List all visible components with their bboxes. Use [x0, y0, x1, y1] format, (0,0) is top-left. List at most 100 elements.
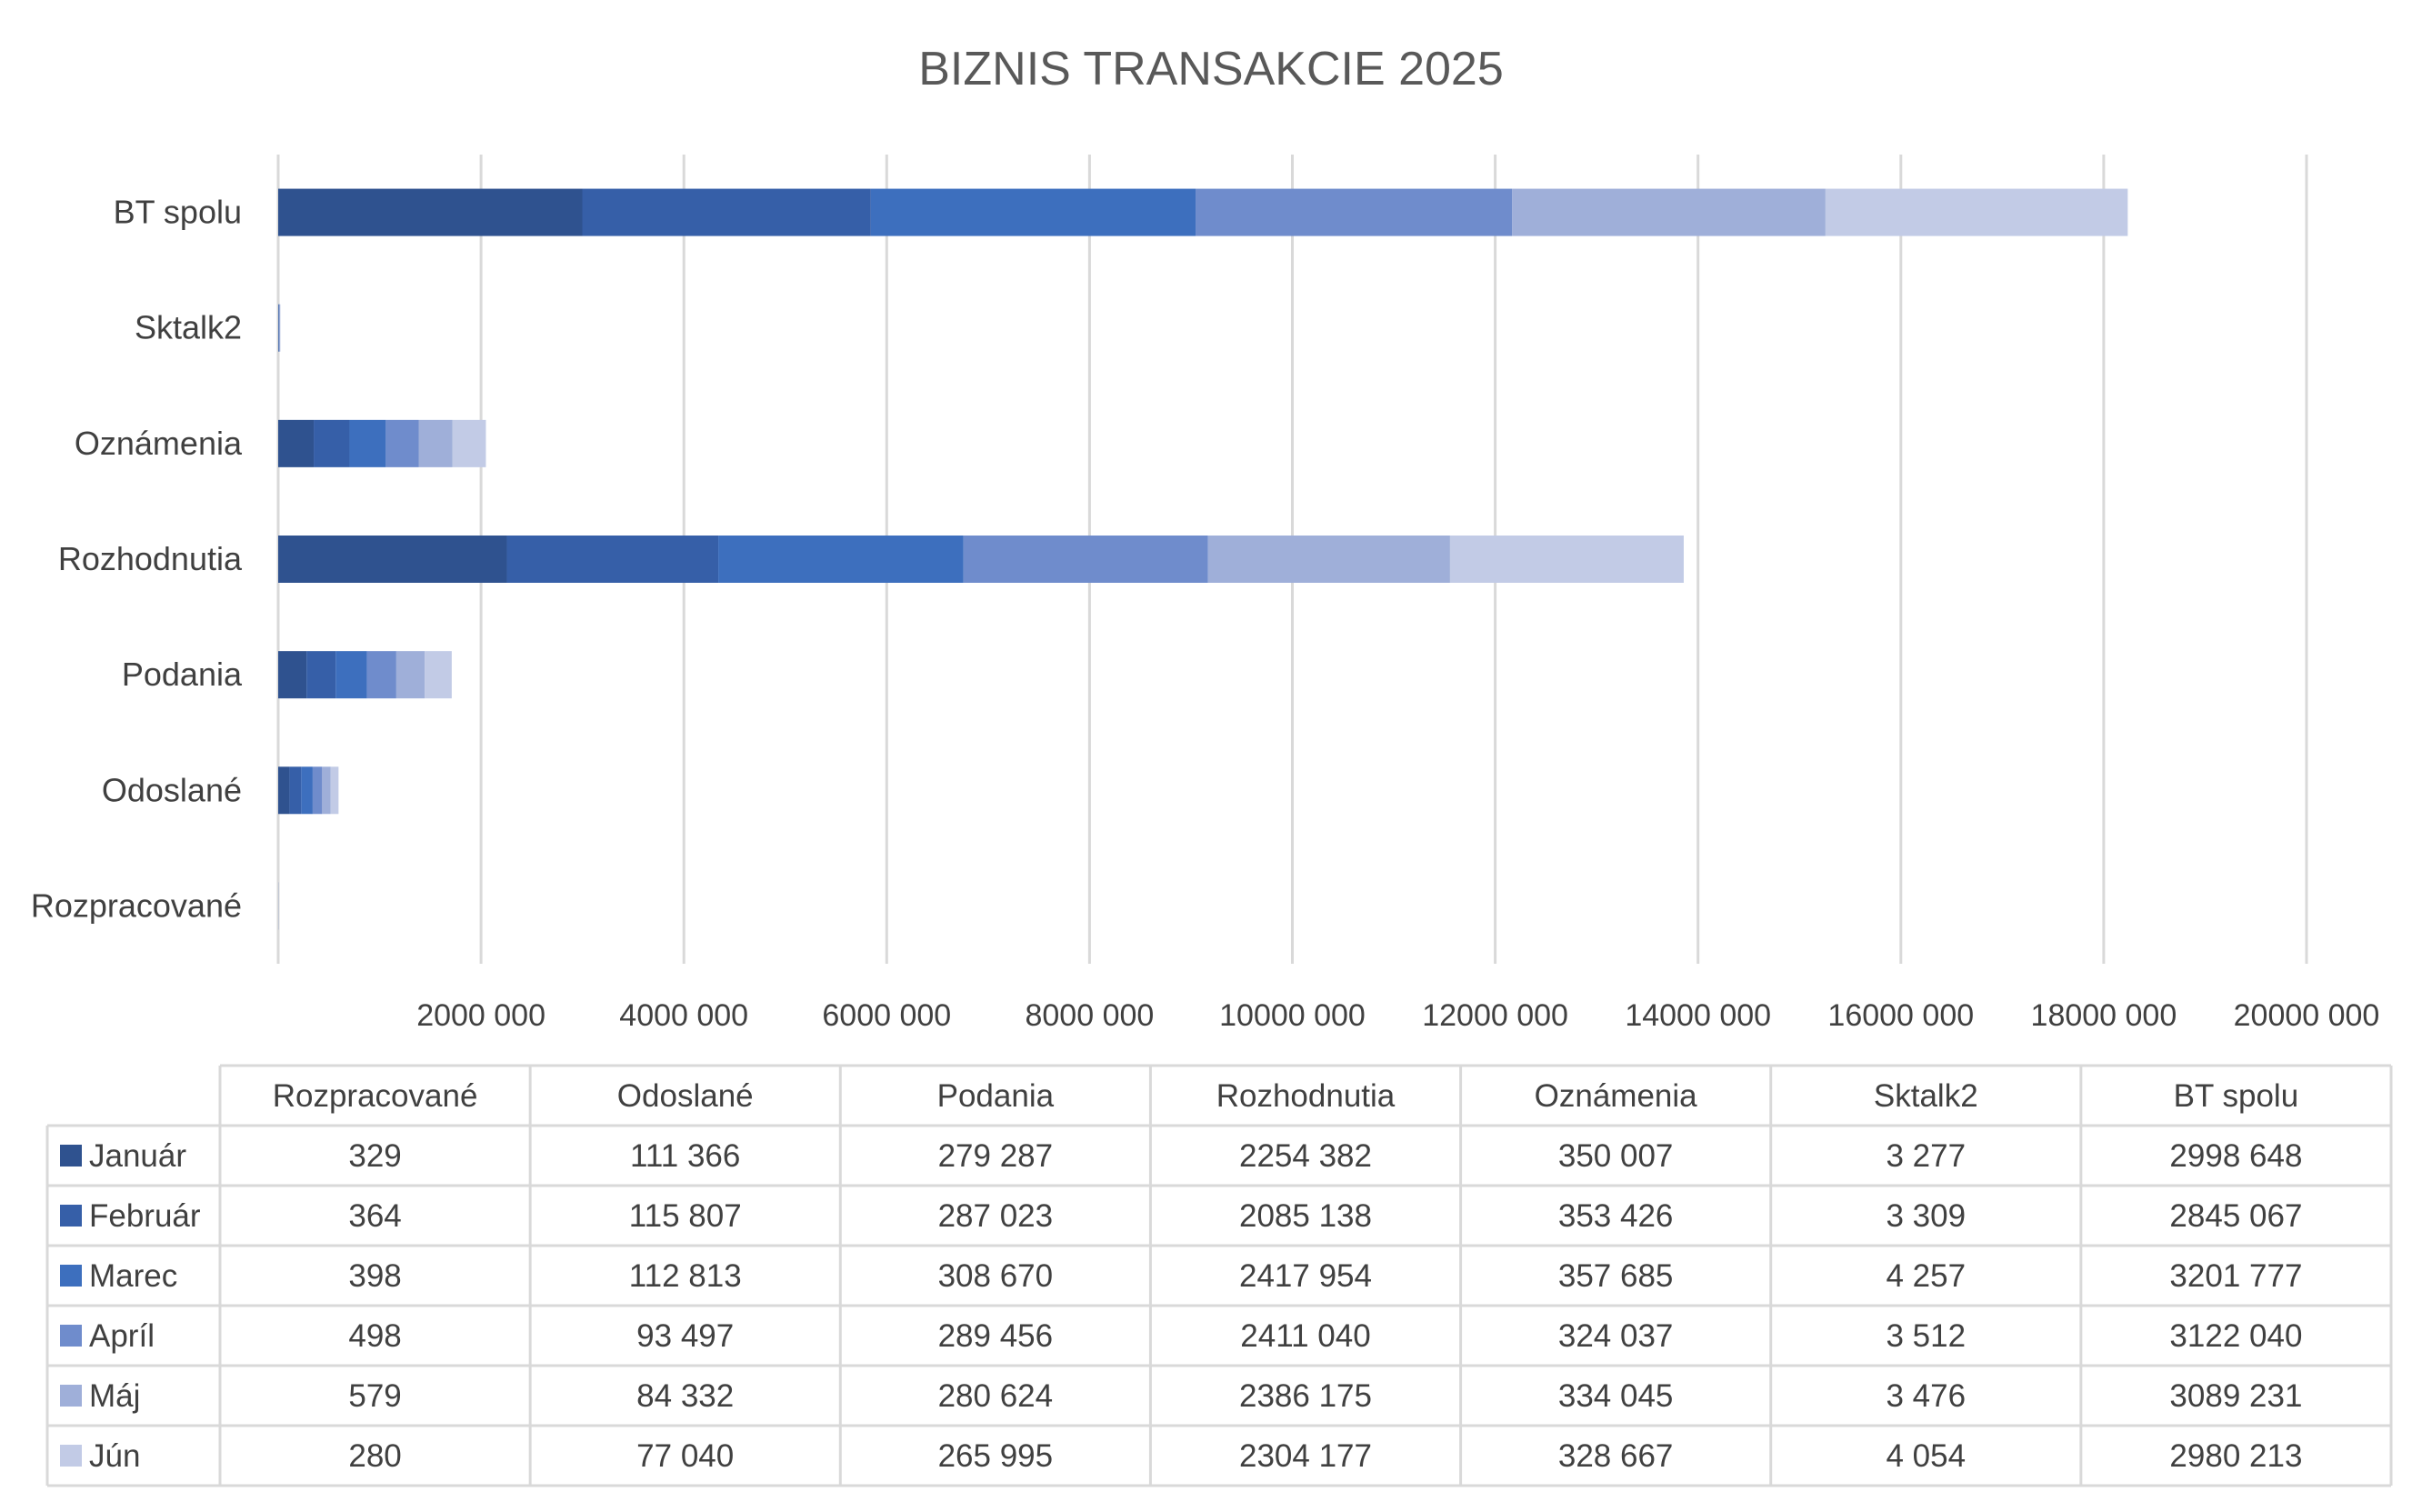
legend-key — [60, 1445, 82, 1467]
bar-odoslane-april — [312, 766, 323, 815]
bar-podania-maj — [395, 651, 425, 699]
table-cell: 498 — [348, 1318, 401, 1354]
bar-rozhodnutia-maj — [1207, 536, 1450, 583]
table-header-cell: Rozpracované — [273, 1078, 478, 1114]
table-cell: 3 476 — [1886, 1378, 1966, 1414]
category-label: BT spolu — [114, 194, 242, 231]
bar-podania-jun — [425, 651, 452, 699]
bar-odoslane-februar — [289, 766, 302, 815]
category-axis: Rozpracované Odoslané Podania Rozhodnutia Oz… — [31, 194, 243, 925]
x-tick-label: 4000 000 — [619, 998, 748, 1033]
table-header-cell: Odoslané — [617, 1078, 754, 1114]
x-tick-label: 16000 000 — [1827, 998, 1974, 1033]
x-tick-label: 6000 000 — [822, 998, 951, 1033]
table-cell: 308 670 — [938, 1258, 1054, 1294]
category-label: Podania — [122, 656, 243, 693]
bar-odoslane-marec — [301, 766, 313, 815]
table-cell: 2845 067 — [2169, 1198, 2302, 1234]
bar-podania-marec — [335, 651, 367, 699]
table-cell: 2411 040 — [1240, 1318, 1370, 1354]
table-cell: 2085 138 — [1239, 1198, 1372, 1234]
bar-podania-februar — [306, 651, 336, 699]
bar-podania-januar — [278, 651, 307, 699]
table-cell: 77 040 — [636, 1438, 734, 1474]
table-cell: 111 366 — [630, 1138, 740, 1174]
bar-oznamenia-maj — [418, 419, 453, 467]
bar-oznamenia-april — [385, 419, 419, 467]
x-tick-label: 14000 000 — [1625, 998, 1771, 1033]
table-cell: 357 685 — [1558, 1258, 1674, 1294]
bar-bt-spolu-jun — [1825, 188, 2128, 236]
bar-rozhodnutia-jun — [1449, 536, 1684, 583]
series-label: Január — [89, 1138, 186, 1174]
table-cell: 3 309 — [1886, 1198, 1966, 1234]
table-cell: 3 512 — [1886, 1318, 1966, 1354]
bar-odoslane-maj — [322, 766, 331, 815]
bar-bt-spolu-januar — [278, 188, 583, 236]
table-cell: 398 — [348, 1258, 401, 1294]
bar-bt-spolu-marec — [870, 188, 1196, 236]
table-cell: 328 667 — [1558, 1438, 1674, 1474]
bar-oznamenia-marec — [349, 419, 386, 467]
x-tick-label: 2000 000 — [416, 998, 545, 1033]
x-tick-label: 12000 000 — [1422, 998, 1568, 1033]
table-cell: 289 456 — [938, 1318, 1054, 1354]
table-cell: 280 624 — [938, 1378, 1054, 1414]
x-tick-label: 10000 000 — [1219, 998, 1366, 1033]
bar-bt-spolu-april — [1196, 188, 1513, 236]
bar-rozhodnutia-april — [963, 536, 1208, 583]
series-label: Február — [89, 1198, 201, 1234]
table-cell: 2998 648 — [2169, 1138, 2302, 1174]
category-label: Oznámenia — [75, 425, 243, 462]
table-cell: 329 — [348, 1138, 401, 1174]
table-cell: 265 995 — [938, 1438, 1054, 1474]
table-cell: 364 — [348, 1198, 401, 1234]
x-tick-label: 20000 000 — [2234, 998, 2380, 1033]
table-cell: 3089 231 — [2169, 1378, 2302, 1414]
category-label: Rozhodnutia — [58, 540, 243, 577]
table-cell: 324 037 — [1558, 1318, 1674, 1354]
table-cell: 3201 777 — [2169, 1258, 2302, 1294]
category-label: Odoslané — [102, 771, 242, 808]
series-label: Máj — [89, 1378, 140, 1414]
bar-podania-april — [366, 651, 396, 699]
table-cell: 2304 177 — [1239, 1438, 1372, 1474]
table-header-cell: BT spolu — [2174, 1078, 2299, 1114]
bar-odoslane-januar — [278, 766, 290, 815]
category-label: Rozpracované — [31, 886, 242, 924]
series-label: Apríl — [89, 1318, 155, 1354]
table-cell: 2254 382 — [1239, 1138, 1372, 1174]
table-cell: 3122 040 — [2169, 1318, 2302, 1354]
x-tick-label: 8000 000 — [1025, 998, 1154, 1033]
table-cell: 4 257 — [1886, 1258, 1966, 1294]
bar-oznamenia-februar — [314, 419, 350, 467]
table-cell: 4 054 — [1886, 1438, 1966, 1474]
table-cell: 579 — [348, 1378, 401, 1414]
bar-rozhodnutia-marec — [718, 536, 964, 583]
series-label: Marec — [89, 1258, 177, 1294]
value-axis: 2000 000 4000 000 6000 000 8000 000 10000 00… — [416, 998, 2379, 1033]
bar-rozhodnutia-januar — [278, 536, 507, 583]
bar-rozhodnutia-februar — [506, 536, 719, 583]
table-header-cell: Podania — [937, 1078, 1055, 1114]
bar-oznamenia-jun — [452, 419, 486, 467]
data-table: Rozpracované Odoslané Podania Rozhodnutia Oz… — [45, 1064, 2393, 1487]
bar-bt-spolu-februar — [582, 188, 871, 236]
table-cell: 84 332 — [636, 1378, 734, 1414]
series-label: Jún — [89, 1438, 140, 1474]
legend-key — [60, 1265, 82, 1287]
table-cell: 112 813 — [629, 1258, 742, 1294]
legend-key — [60, 1145, 82, 1167]
legend-key — [60, 1205, 82, 1227]
table-header-cell: Oznámenia — [1535, 1078, 1698, 1114]
legend-key — [60, 1385, 82, 1407]
chart-title: BIZNIS TRANSAKCIE 2025 — [918, 43, 1504, 95]
table-cell: 93 497 — [636, 1318, 734, 1354]
table-cell: 334 045 — [1558, 1378, 1674, 1414]
table-cell: 3 277 — [1886, 1138, 1966, 1174]
table-cell: 2386 175 — [1239, 1378, 1372, 1414]
category-label: Sktalk2 — [135, 309, 242, 346]
bar-odoslane-jun — [330, 766, 339, 815]
x-tick-label: 18000 000 — [2031, 998, 2177, 1033]
